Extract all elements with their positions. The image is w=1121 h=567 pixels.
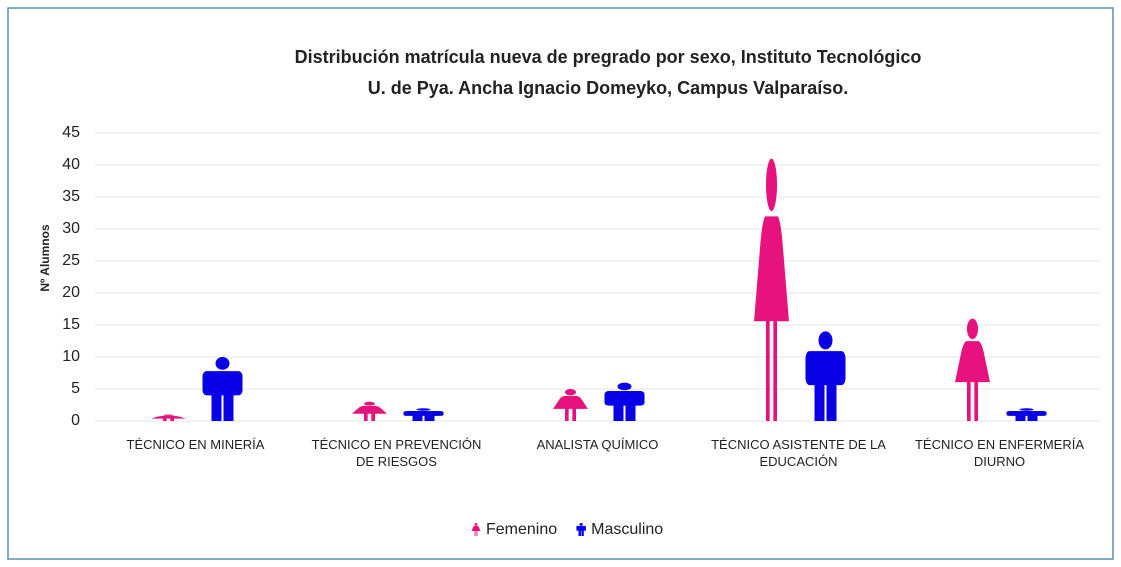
pictogram: [955, 318, 990, 421]
legend-icon: [576, 523, 586, 536]
head: [966, 318, 979, 340]
head: [363, 401, 376, 406]
head: [474, 523, 478, 526]
leg: [814, 371, 825, 421]
torso: [805, 351, 846, 386]
dress: [352, 406, 387, 414]
frame: [7, 7, 1114, 560]
torso: [604, 391, 645, 406]
chart-title: U. de Pya. Ancha Ignacio Domeyko, Campus…: [368, 78, 849, 98]
torso: [576, 525, 586, 531]
leg: [1015, 413, 1026, 421]
leg: [564, 408, 569, 421]
head: [765, 158, 778, 212]
pictogram: [754, 158, 789, 421]
leg: [162, 418, 167, 421]
y-tick-label: 25: [62, 252, 80, 269]
leg: [966, 380, 971, 421]
y-tick-label: 5: [71, 380, 80, 397]
head: [579, 523, 583, 526]
leg: [1027, 413, 1038, 421]
chart-title: Distribución matrícula nueva de pregrado…: [295, 47, 922, 67]
x-tick-label: ANALISTA QUÍMICO: [536, 437, 659, 452]
pictogram: [352, 401, 387, 421]
y-tick-label: 45: [62, 124, 80, 141]
pictogram: [1006, 408, 1047, 421]
torso: [403, 411, 444, 416]
x-tick-label: TÉCNICO EN ENFERMERÍA DIURNO: [914, 437, 1084, 469]
leg: [424, 413, 435, 421]
head: [1019, 408, 1034, 411]
pictogram: [151, 414, 186, 421]
leg: [773, 316, 778, 421]
leg: [572, 408, 577, 421]
y-tick-label: 10: [62, 348, 80, 365]
leg: [170, 418, 175, 421]
leg: [974, 380, 979, 421]
dress: [553, 396, 588, 409]
x-tick-label: TÉCNICO EN MINERÍA: [126, 437, 265, 452]
head: [818, 331, 833, 350]
leg: [476, 530, 478, 536]
leg: [765, 316, 770, 421]
dress: [471, 525, 481, 532]
x-tick-label: TÉCNICO EN PREVENCIÓN DE RIESGOS: [311, 437, 482, 469]
y-tick-label: 20: [62, 284, 80, 301]
leg: [363, 413, 368, 421]
pictogram: [202, 357, 243, 421]
pictogram: [553, 389, 588, 421]
y-tick-label: 15: [62, 316, 80, 333]
dress: [754, 216, 789, 322]
legend-label: Masculino: [591, 521, 663, 538]
torso: [202, 371, 243, 396]
dress: [955, 341, 990, 383]
legend-icon: [471, 523, 481, 536]
leg: [581, 528, 584, 536]
head: [215, 357, 230, 370]
leg: [474, 530, 476, 536]
leg: [625, 399, 636, 421]
head: [564, 389, 577, 396]
dress: [151, 416, 186, 419]
head: [617, 382, 632, 391]
head: [416, 408, 431, 411]
leg: [211, 385, 222, 421]
head: [162, 414, 175, 416]
y-axis-label: Nº Alumnos: [38, 224, 52, 292]
pictogram: [805, 331, 846, 421]
x-tick-label: TÉCNICO ASISTENTE DE LA EDUCACIÓN: [711, 437, 886, 469]
y-tick-label: 0: [71, 412, 80, 429]
y-tick-label: 30: [62, 220, 80, 237]
leg: [826, 371, 837, 421]
leg: [223, 385, 234, 421]
legend-label: Femenino: [486, 521, 557, 538]
pictogram: [403, 408, 444, 421]
leg: [412, 413, 423, 421]
y-tick-label: 35: [62, 188, 80, 205]
y-tick-label: 40: [62, 156, 80, 173]
leg: [371, 413, 376, 421]
leg: [578, 528, 581, 536]
torso: [1006, 411, 1047, 416]
leg: [613, 399, 624, 421]
pictogram: [604, 382, 645, 421]
